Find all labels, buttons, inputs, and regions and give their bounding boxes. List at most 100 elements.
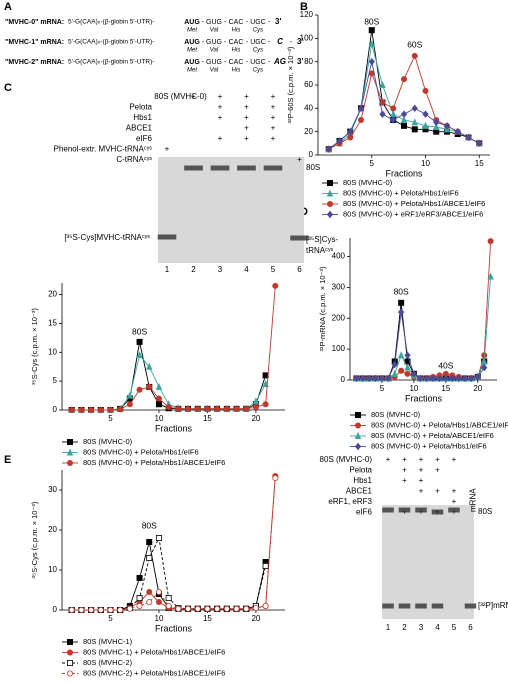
x-tick-label: 15 [203,414,212,423]
series-line [356,302,485,379]
gel-band [237,165,256,171]
gel-row-label: C-tRNAᶜʸˢ [116,155,152,164]
construct-prefix: 5'-G(CAA)ₙ-(β-globin 5'-UTR)- [68,19,154,26]
legend-label: 80S (MVHC-0) + Pelota/Hbs1/ABCE1/eIF6 [83,458,225,467]
gel-band [382,507,394,513]
legend-marker [67,459,74,466]
series-line [71,477,276,611]
marker [243,405,250,412]
marker [410,370,418,378]
marker [368,57,375,66]
marker [136,351,143,359]
y-tick-label: 120 [300,10,314,19]
y-tick-label: 5 [53,376,58,385]
marker [146,555,153,562]
gel-mark: + [435,455,440,464]
marker [78,406,85,413]
codon: CAC [229,19,244,26]
legend-marker [326,210,334,219]
marker [433,122,440,130]
y-tick-label: 40 [304,103,313,112]
lane-number: 6 [468,623,473,632]
gel-mark: + [191,92,196,101]
marker [68,607,75,614]
gel-row-label: Hbs1 [133,113,152,122]
marker [411,52,418,59]
legend-marker [67,649,74,656]
marker [468,374,475,383]
gel-row-label: 80S (MVHC-0) [320,455,373,464]
marker [155,395,162,402]
marker [379,110,386,118]
y-tick-label: 400 [332,252,346,261]
legend-label: 80S (MVHC-0) [83,437,133,446]
separator: - [224,19,227,26]
panel-label: A [4,1,12,13]
x-tick-label: 5 [380,384,385,393]
marker [204,605,211,612]
marker [107,406,114,413]
construct-name: "MVHC-2" mRNA: [5,59,64,66]
gel-mark: + [244,124,249,133]
marker [68,406,75,413]
series-line [71,475,276,611]
marker [422,110,429,118]
y-tick-label: 0 [53,405,58,414]
separator: - [268,39,271,46]
gel-band [431,603,444,609]
series-line [356,312,485,379]
marker [136,338,143,345]
band-label: 80S [306,163,320,172]
series-line [356,241,492,379]
gel-mark: + [402,466,407,475]
gel-mark: + [419,455,424,464]
marker [481,363,488,372]
gel-row-label: Pelota [129,103,152,112]
band-label: [³⁵S-Cys]MVHC-tRNAᶜʸˢ [64,233,150,242]
gel-mark: + [244,92,249,101]
codon: UGC [250,59,266,66]
marker [214,605,221,612]
gel-mark: + [452,487,457,496]
gel-mark: + [435,466,440,475]
band-label: 80S [478,507,492,516]
marker [357,117,364,124]
construct-name: "MVHC-1" mRNA: [5,39,64,46]
marker [233,405,240,412]
lane-number: 3 [218,265,223,274]
band-label: [³²P]mRNA [478,601,508,610]
gel-band [210,165,230,171]
marker [359,374,366,383]
marker [398,367,405,374]
gel-mark: + [244,134,249,143]
gel-row-label: Pelota [349,466,372,475]
codon: GUG [206,19,222,26]
gel-row-label: eIF6 [356,508,373,517]
y-tick-label: 15 [48,319,57,328]
separator: - [224,59,227,66]
marker [136,603,143,610]
x-tick-label: 15 [441,384,450,393]
marker [366,374,373,383]
marker [155,599,162,606]
lane-number: 1 [386,623,391,632]
codon: CAC [229,59,244,66]
separator: - [202,19,205,26]
y-tick-label: 100 [300,33,314,42]
band-label: [³⁵S]Cys- [306,235,339,244]
marker [385,374,392,383]
legend-marker [326,179,333,186]
y-tick-label: 20 [304,127,313,136]
gel-mark: + [271,103,276,112]
marker [185,605,192,612]
legend-label: 80S (MVHC-2) [83,658,133,667]
x-tick-label: 15 [203,614,212,623]
legend-label: 80S (MVHC-1) [83,637,133,646]
marker [194,405,201,412]
marker [372,374,379,383]
marker [223,405,230,412]
gel-mark: + [244,113,249,122]
gel-mark: + [419,487,424,496]
gel-band [398,603,411,609]
x-tick-label: 5 [108,414,113,423]
